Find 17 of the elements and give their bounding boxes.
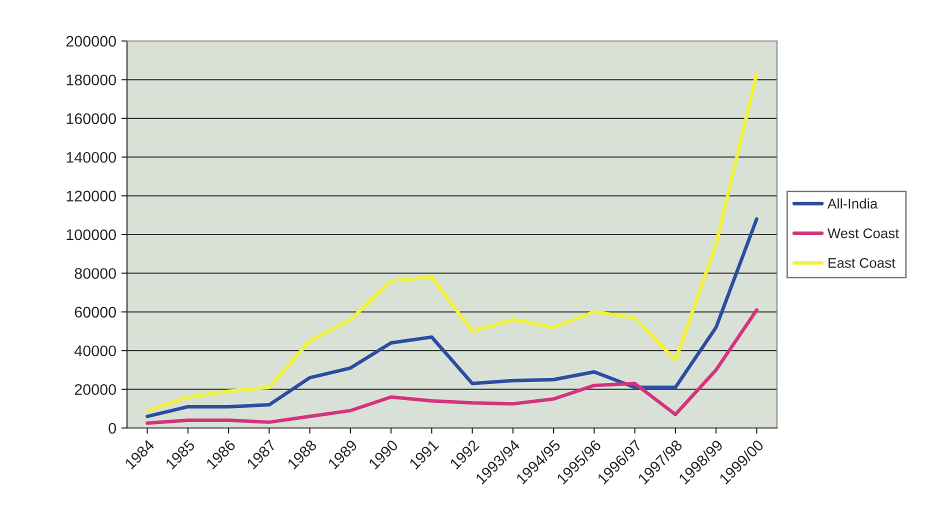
legend-label: West Coast bbox=[828, 228, 899, 238]
y-tick-label: 20000 bbox=[74, 384, 116, 395]
y-tick-label: 200000 bbox=[66, 36, 116, 47]
legend-label: All-India bbox=[828, 198, 878, 209]
line-series bbox=[146, 217, 758, 418]
y-tick-label: 180000 bbox=[66, 74, 116, 86]
y-tick-label: 140000 bbox=[66, 152, 116, 163]
y-tick-label: 0 bbox=[108, 422, 116, 434]
y-tick-label: 80000 bbox=[74, 268, 116, 279]
y-tick-label: 40000 bbox=[74, 345, 116, 356]
y-tick-label: 120000 bbox=[66, 190, 116, 202]
y-tick-label: 160000 bbox=[66, 113, 116, 124]
line-series bbox=[146, 308, 758, 425]
y-tick-label: 100000 bbox=[66, 229, 116, 240]
legend-label: East Coast bbox=[828, 258, 896, 268]
line-series bbox=[146, 72, 758, 412]
y-tick-label: 60000 bbox=[74, 306, 116, 318]
